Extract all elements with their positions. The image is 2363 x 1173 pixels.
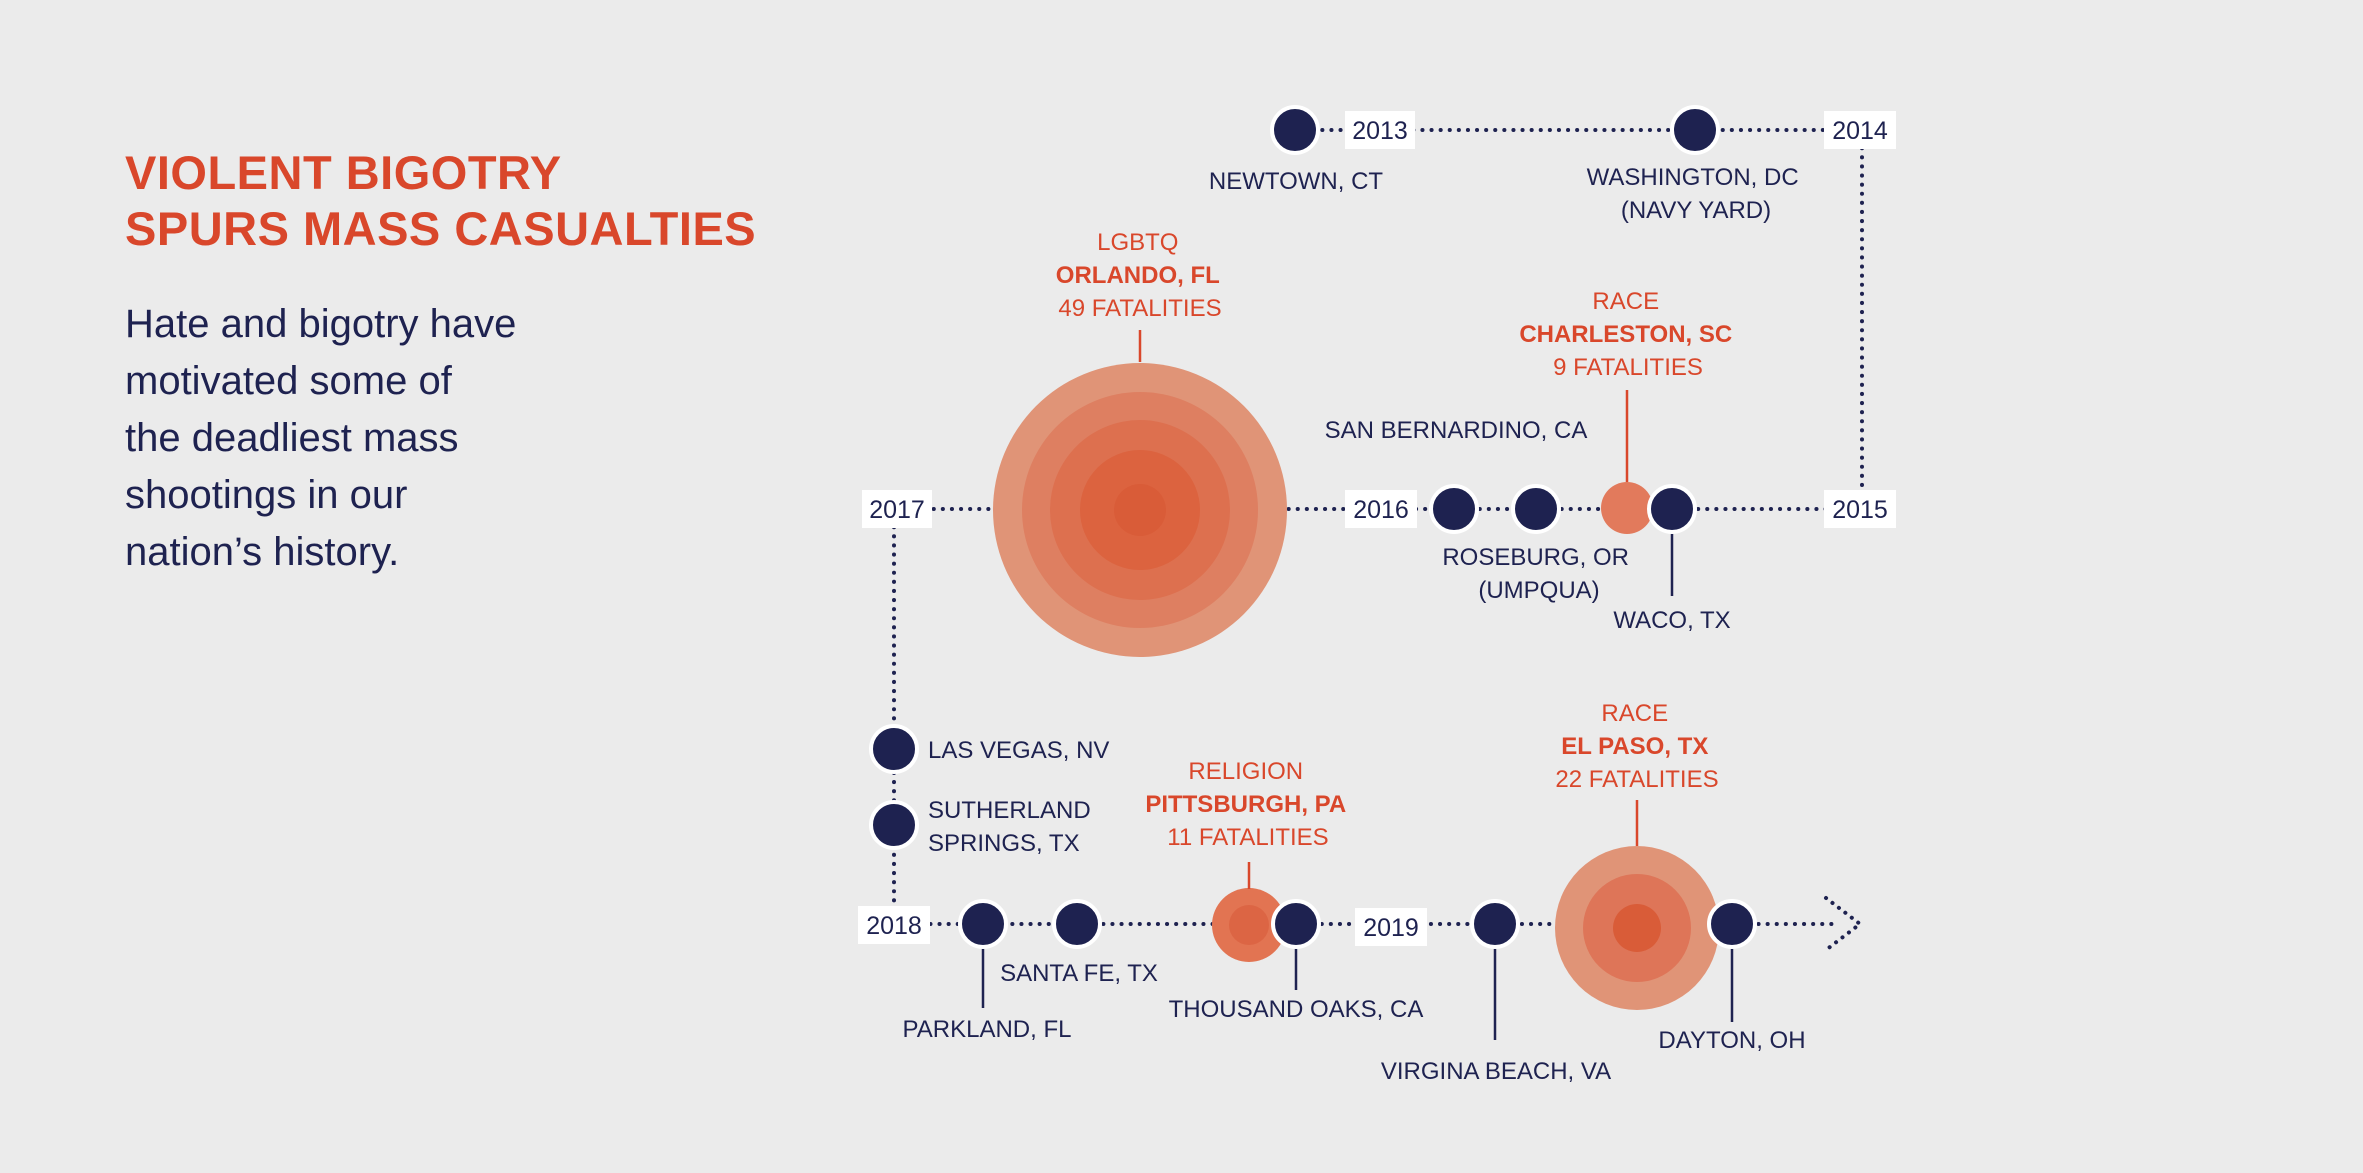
svg-text:2019: 2019 (1363, 914, 1419, 942)
label-roseburg: ROSEBURG, OR (UMPQUA) (1442, 544, 1635, 604)
marker-santa-fe (1052, 899, 1102, 949)
svg-text:2018: 2018 (866, 912, 922, 940)
marker-newtown (1270, 105, 1320, 155)
label-thousand-oaks: THOUSAND OAKS, CA (1169, 996, 1424, 1023)
year-2015: 2015 (1824, 490, 1896, 528)
label-las-vegas: LAS VEGAS, NV (928, 737, 1109, 764)
marker-parkland (958, 899, 1008, 949)
label-charleston: RACE CHARLESTON, SC 9 FATALITIES (1519, 288, 1736, 381)
label-virginia-beach: VIRGINA BEACH, VA (1381, 1058, 1611, 1085)
orlando-circle (993, 363, 1287, 657)
pittsburgh-circle (1212, 888, 1286, 962)
marker-washington (1670, 105, 1720, 155)
svg-text:2015: 2015 (1832, 496, 1888, 524)
title-line-2: SPURS MASS CASUALTIES (125, 202, 757, 255)
label-el-paso: RACE EL PASO, TX 22 FATALITIES (1555, 700, 1718, 793)
hate-event-labels: LGBTQ ORLANDO, FL 49 FATALITIES RACE CHA… (1056, 229, 1736, 851)
hate-connector-lines (1138, 330, 1639, 889)
svg-text:2014: 2014 (1832, 117, 1888, 145)
label-san-bernardino: SAN BERNARDINO, CA (1325, 417, 1588, 444)
timeline-arrow-icon (1824, 896, 1864, 952)
label-washington: WASHINGTON, DC (NAVY YARD) (1587, 164, 1806, 224)
marker-virginia-beach (1470, 899, 1520, 949)
year-2014: 2014 (1824, 111, 1896, 149)
year-2018: 2018 (858, 906, 930, 944)
intro-line-2: motivated some of (125, 359, 452, 403)
label-parkland: PARKLAND, FL (903, 1016, 1072, 1043)
label-dayton: DAYTON, OH (1658, 1027, 1805, 1054)
event-markers (869, 105, 1757, 949)
marker-roseburg (1511, 484, 1561, 534)
page-title: VIOLENT BIGOTRY SPURS MASS CASUALTIES (125, 145, 756, 257)
label-waco: WACO, TX (1613, 607, 1730, 634)
year-2019: 2019 (1355, 908, 1427, 946)
year-2016: 2016 (1345, 490, 1417, 528)
label-newtown: NEWTOWN, CT (1209, 168, 1384, 195)
label-pittsburgh: RELIGION PITTSBURGH, PA 11 FATALITIES (1145, 758, 1350, 851)
marker-waco (1647, 484, 1697, 534)
svg-text:2017: 2017 (869, 496, 925, 524)
intro-line-4: shootings in our (125, 473, 408, 517)
event-labels: NEWTOWN, CT WASHINGTON, DC (NAVY YARD) S… (903, 164, 1806, 1085)
year-labels: 2013 2014 2015 2016 2017 2018 2019 (858, 111, 1896, 946)
svg-text:2016: 2016 (1353, 496, 1409, 524)
intro-line-1: Hate and bigotry have (125, 302, 517, 346)
label-santa-fe: SANTA FE, TX (1000, 960, 1158, 987)
marker-dayton (1707, 899, 1757, 949)
intro-text: Hate and bigotry have motivated some of … (125, 296, 565, 581)
label-sutherland-springs: SUTHERLAND SPRINGS, TX (928, 797, 1097, 857)
marker-thousand-oaks (1271, 899, 1321, 949)
charleston-circle (1601, 482, 1653, 534)
marker-sutherland-springs (869, 800, 919, 850)
intro-line-3: the deadliest mass (125, 416, 459, 460)
marker-san-bernardino (1429, 484, 1479, 534)
title-line-1: VIOLENT BIGOTRY (125, 146, 562, 199)
marker-las-vegas (869, 724, 919, 774)
el-paso-circle (1555, 846, 1719, 1010)
svg-text:2013: 2013 (1352, 117, 1408, 145)
year-2013: 2013 (1345, 111, 1415, 149)
hate-event-circles (993, 363, 1719, 1010)
intro-line-5: nation’s history. (125, 530, 400, 574)
year-2017: 2017 (862, 490, 932, 528)
label-orlando: LGBTQ ORLANDO, FL 49 FATALITIES (1056, 229, 1224, 322)
